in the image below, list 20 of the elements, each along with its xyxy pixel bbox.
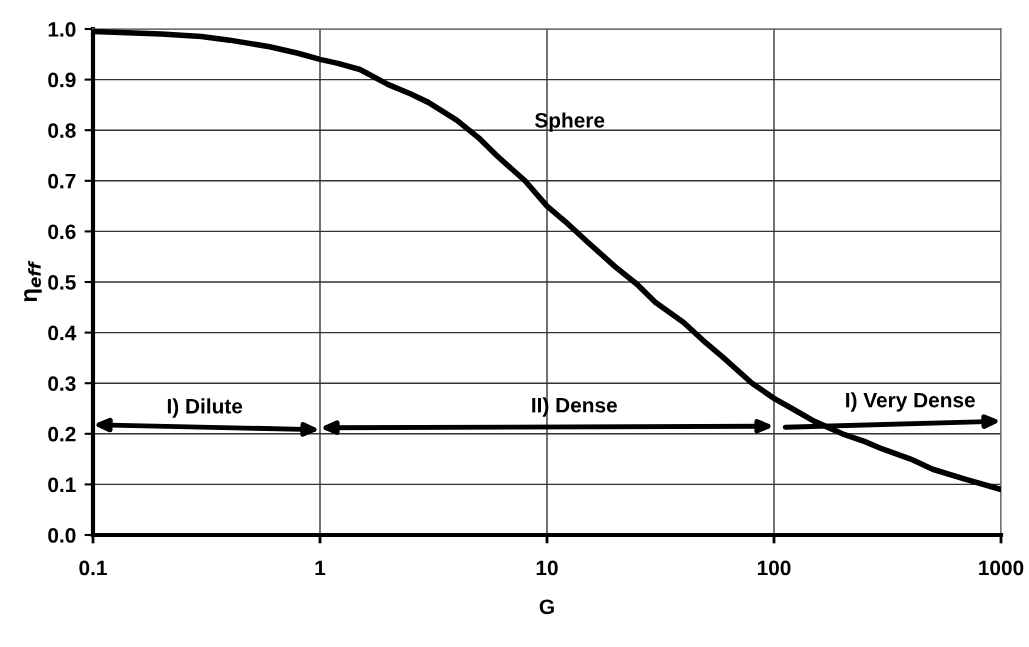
x-tick-label: 1000 (979, 560, 1024, 576)
y-tick-label: 0.7 (48, 173, 76, 189)
y-tick-label: 0.4 (48, 325, 77, 341)
y-axis-title: η$_{eff}$ (24, 260, 42, 302)
x-tick-label: 10 (536, 560, 558, 576)
y-tick-label: 0.1 (48, 477, 76, 493)
annotation: I) Dilute (167, 398, 243, 418)
x-tick-label: 0.1 (79, 560, 107, 576)
annotation: I) Very Dense (846, 392, 975, 412)
y-tick-label: 0.3 (48, 376, 76, 391)
y-tick-label: 0.5 (48, 275, 76, 290)
x-tick-label: 1 (315, 560, 326, 576)
y-tick-label: 0.8 (48, 123, 76, 138)
x-tick-label: 100 (757, 560, 791, 576)
y-tick-label: 1.0 (48, 22, 76, 37)
y-tick-label: 0.0 (48, 528, 76, 543)
y-tick-label: 0.9 (48, 72, 76, 88)
y-tick-label: 0.6 (48, 224, 76, 240)
x-axis-title: G (539, 599, 554, 615)
y-tick-label: 0.2 (48, 426, 76, 442)
